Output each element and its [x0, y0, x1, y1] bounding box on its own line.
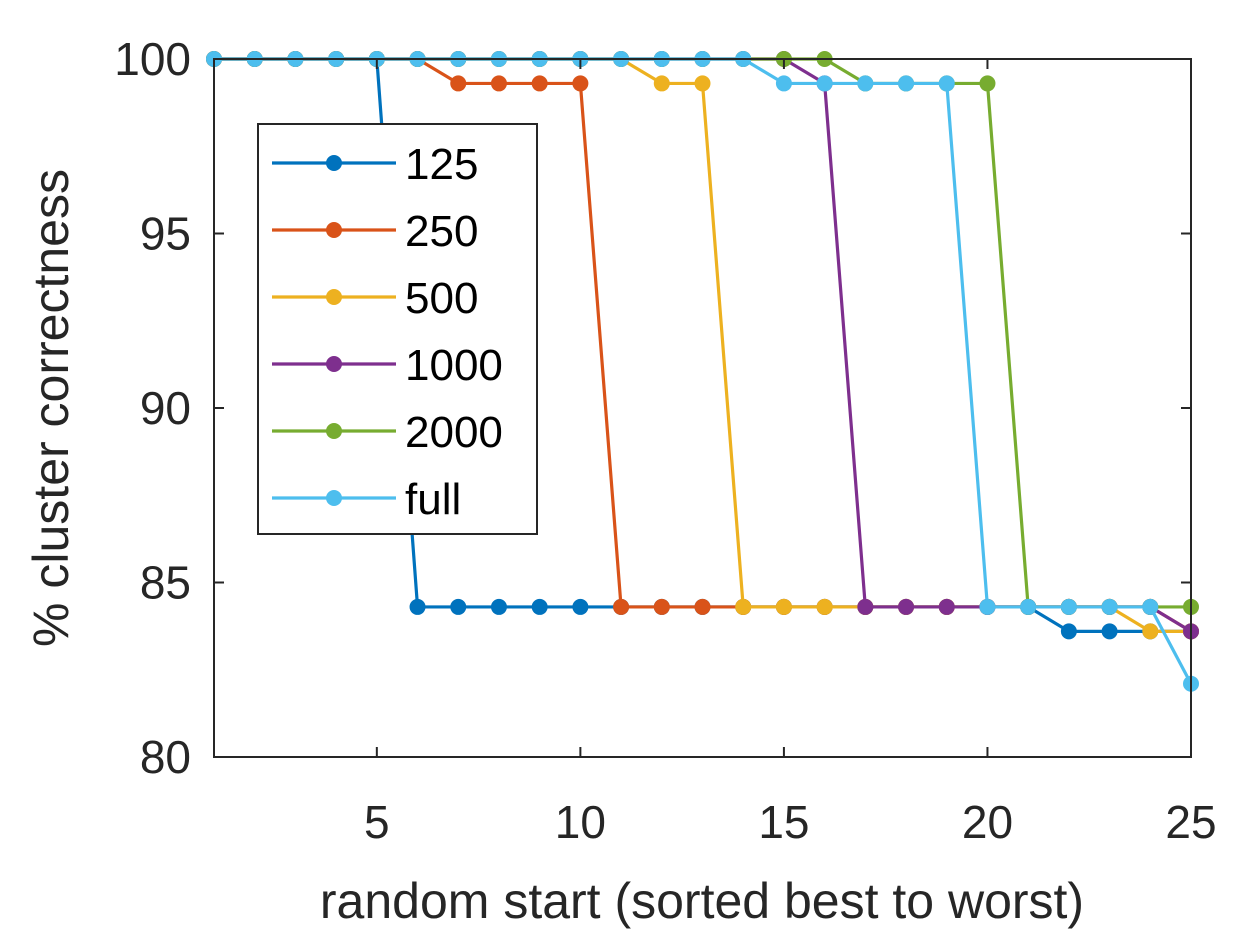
x-tick-label: 5: [364, 796, 390, 848]
data-point-500: [775, 598, 792, 615]
data-point-full: [898, 75, 915, 92]
data-point-1000: [857, 598, 874, 615]
legend: 125 250 500 1000 2000 full: [257, 123, 538, 535]
data-point-500: [694, 75, 711, 92]
y-tick-label: 80: [140, 731, 191, 783]
data-point-500: [653, 75, 670, 92]
data-point-full: [816, 75, 833, 92]
x-tick-label: 20: [962, 796, 1013, 848]
data-point-full: [938, 75, 955, 92]
data-point-125: [1060, 623, 1077, 640]
data-point-full: [1060, 598, 1077, 615]
data-point-125: [1101, 623, 1118, 640]
legend-label-250: 250: [405, 207, 478, 256]
data-point-250: [613, 598, 630, 615]
x-tick-label: 15: [758, 796, 809, 848]
data-point-250: [490, 75, 507, 92]
legend-label-1000: 1000: [405, 341, 503, 390]
y-tick-label: 100: [114, 33, 191, 85]
data-point-full: [1020, 598, 1037, 615]
legend-marker-500: [326, 289, 342, 305]
legend-box: [257, 123, 538, 535]
data-point-125: [490, 598, 507, 615]
legend-label-125: 125: [405, 140, 478, 189]
data-point-125: [531, 598, 548, 615]
legend-label-2000: 2000: [405, 408, 503, 457]
data-point-250: [572, 75, 589, 92]
data-point-full: [1101, 598, 1118, 615]
y-tick-label: 90: [140, 382, 191, 434]
legend-marker-full: [326, 490, 342, 506]
data-point-250: [531, 75, 548, 92]
legend-marker-1000: [326, 356, 342, 372]
axis-ticks: 5 10 15 20 25 80 85 90 95 100: [114, 33, 1216, 848]
data-point-250: [653, 598, 670, 615]
x-tick-label: 10: [555, 796, 606, 848]
y-tick-label: 95: [140, 208, 191, 260]
data-point-125: [409, 598, 426, 615]
legend-label-full: full: [405, 475, 461, 524]
data-point-500: [1142, 623, 1159, 640]
data-point-500: [816, 598, 833, 615]
legend-marker-125: [326, 155, 342, 171]
data-point-1000: [938, 598, 955, 615]
data-point-250: [450, 75, 467, 92]
x-axis-label: random start (sorted best to worst): [320, 873, 1084, 929]
data-point-125: [450, 598, 467, 615]
data-point-full: [979, 598, 996, 615]
legend-label-500: 500: [405, 274, 478, 323]
data-point-full: [775, 75, 792, 92]
y-tick-label: 85: [140, 557, 191, 609]
x-tick-label: 25: [1165, 796, 1216, 848]
data-point-full: [857, 75, 874, 92]
y-axis-label: % cluster correctness: [23, 169, 79, 647]
data-point-1000: [898, 598, 915, 615]
data-point-125: [572, 598, 589, 615]
legend-marker-2000: [326, 423, 342, 439]
legend-marker-250: [326, 222, 342, 238]
data-point-250: [694, 598, 711, 615]
data-point-500: [735, 598, 752, 615]
data-point-2000: [979, 75, 996, 92]
data-point-full: [1142, 598, 1159, 615]
